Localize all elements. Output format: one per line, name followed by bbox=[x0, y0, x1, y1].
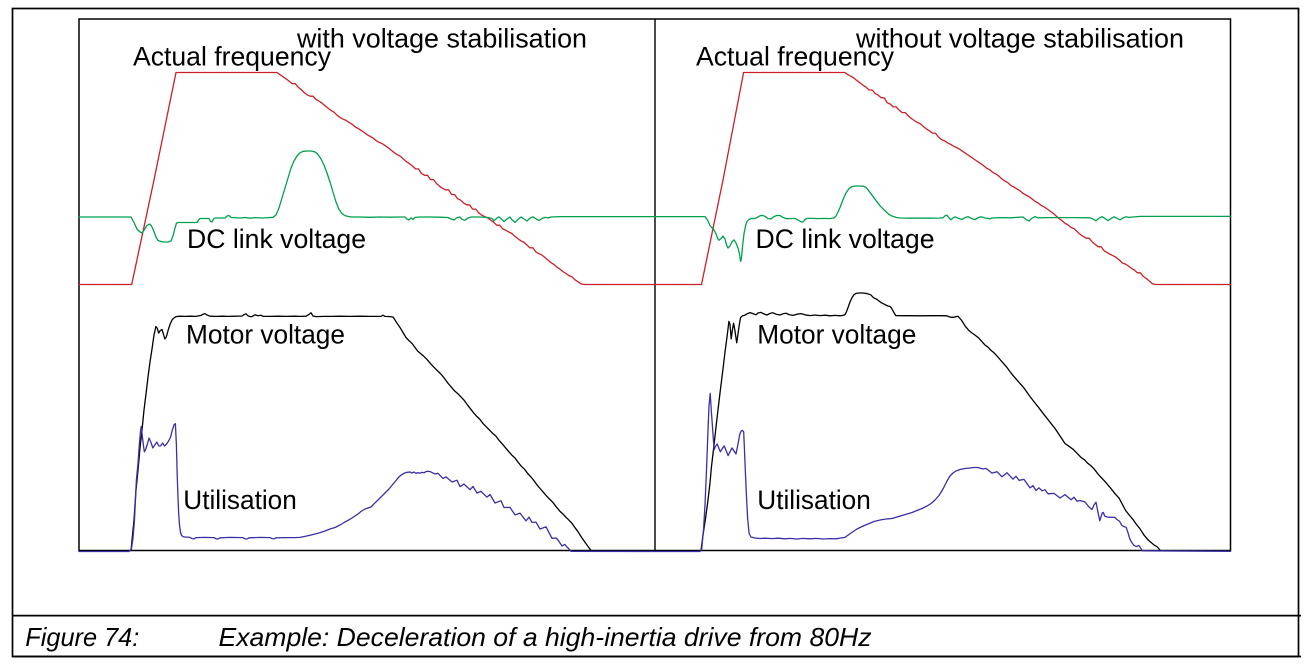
svg-text:Motor voltage: Motor voltage bbox=[186, 320, 345, 350]
svg-text:Figure 74:: Figure 74: bbox=[25, 622, 139, 652]
svg-text:Example: Deceleration of a hig: Example: Deceleration of a high-inertia … bbox=[219, 622, 872, 652]
svg-text:Motor voltage: Motor voltage bbox=[757, 320, 916, 350]
svg-text:without voltage stabilisation: without voltage stabilisation bbox=[855, 24, 1184, 54]
svg-text:Utilisation: Utilisation bbox=[183, 485, 296, 515]
svg-text:with voltage stabilisation: with voltage stabilisation bbox=[296, 24, 587, 54]
svg-text:DC link voltage: DC link voltage bbox=[187, 224, 366, 254]
svg-text:Utilisation: Utilisation bbox=[757, 485, 871, 515]
svg-text:Actual frequency: Actual frequency bbox=[696, 42, 894, 72]
svg-text:DC link voltage: DC link voltage bbox=[756, 224, 935, 254]
svg-text:Actual frequency: Actual frequency bbox=[133, 42, 331, 72]
